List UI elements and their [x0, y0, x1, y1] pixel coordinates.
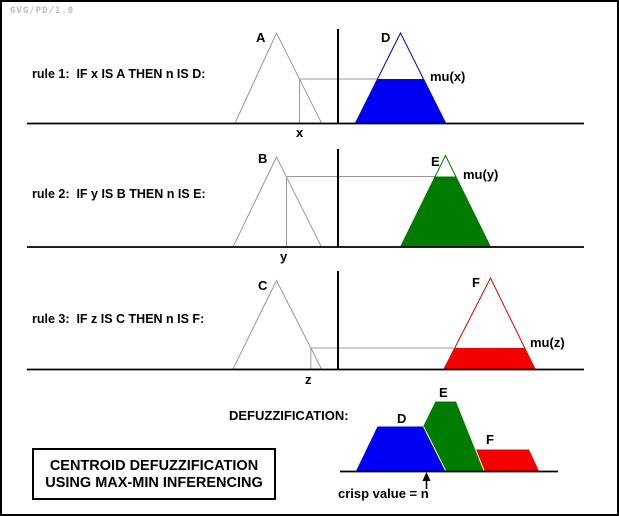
- set-label-d: D: [381, 30, 391, 45]
- triangle-b-outline: [232, 155, 323, 248]
- set-label-a: A: [256, 30, 266, 45]
- caption-line-2: USING MAX-MIN INFERENCING: [45, 474, 263, 491]
- defuzz-seam-e-f: [456, 401, 485, 471]
- mu-y-label: mu(y): [463, 167, 499, 182]
- crisp-input-y-label: y: [280, 249, 288, 264]
- rule-2-label: rule 2: IF y IS B THEN n IS E:: [32, 187, 206, 201]
- set-label-c: C: [258, 278, 268, 293]
- caption-box: CENTROID DEFUZZIFICATION USING MAX-MIN I…: [32, 448, 276, 500]
- defuzz-label-d: D: [397, 411, 407, 426]
- triangle-c-outline: [232, 279, 323, 370]
- rule-3-label: rule 3: IF z IS C THEN n IS F:: [32, 312, 205, 326]
- caption-line-1: CENTROID DEFUZZIFICATION: [49, 457, 259, 474]
- defuzz-label-f: F: [486, 432, 494, 447]
- crisp-value-arrowhead-icon: [422, 472, 431, 481]
- set-label-b: B: [258, 151, 268, 166]
- defuzzification-title: DEFUZZIFICATION:: [229, 408, 349, 423]
- defuzz-shape-d: [356, 426, 446, 471]
- mu-x-label: mu(x): [430, 69, 466, 84]
- triangle-a-outline: [234, 31, 323, 124]
- set-label-e: E: [431, 154, 440, 169]
- crisp-value-label: crisp value = n: [338, 486, 429, 501]
- crisp-input-x-label: x: [296, 125, 304, 140]
- set-label-f: F: [472, 275, 480, 290]
- membership-fill-e: [400, 176, 491, 247]
- watermark-text: GVG/PD/1.0: [10, 6, 75, 16]
- defuzz-label-e: E: [439, 385, 448, 400]
- crisp-input-z-label: z: [305, 372, 312, 387]
- rule-1-label: rule 1: IF x IS A THEN n IS D:: [32, 67, 206, 81]
- membership-fill-f: [444, 348, 535, 369]
- membership-fill-d: [355, 79, 446, 123]
- defuzz-seam-d-e: [423, 426, 446, 471]
- mu-z-label: mu(z): [530, 335, 565, 350]
